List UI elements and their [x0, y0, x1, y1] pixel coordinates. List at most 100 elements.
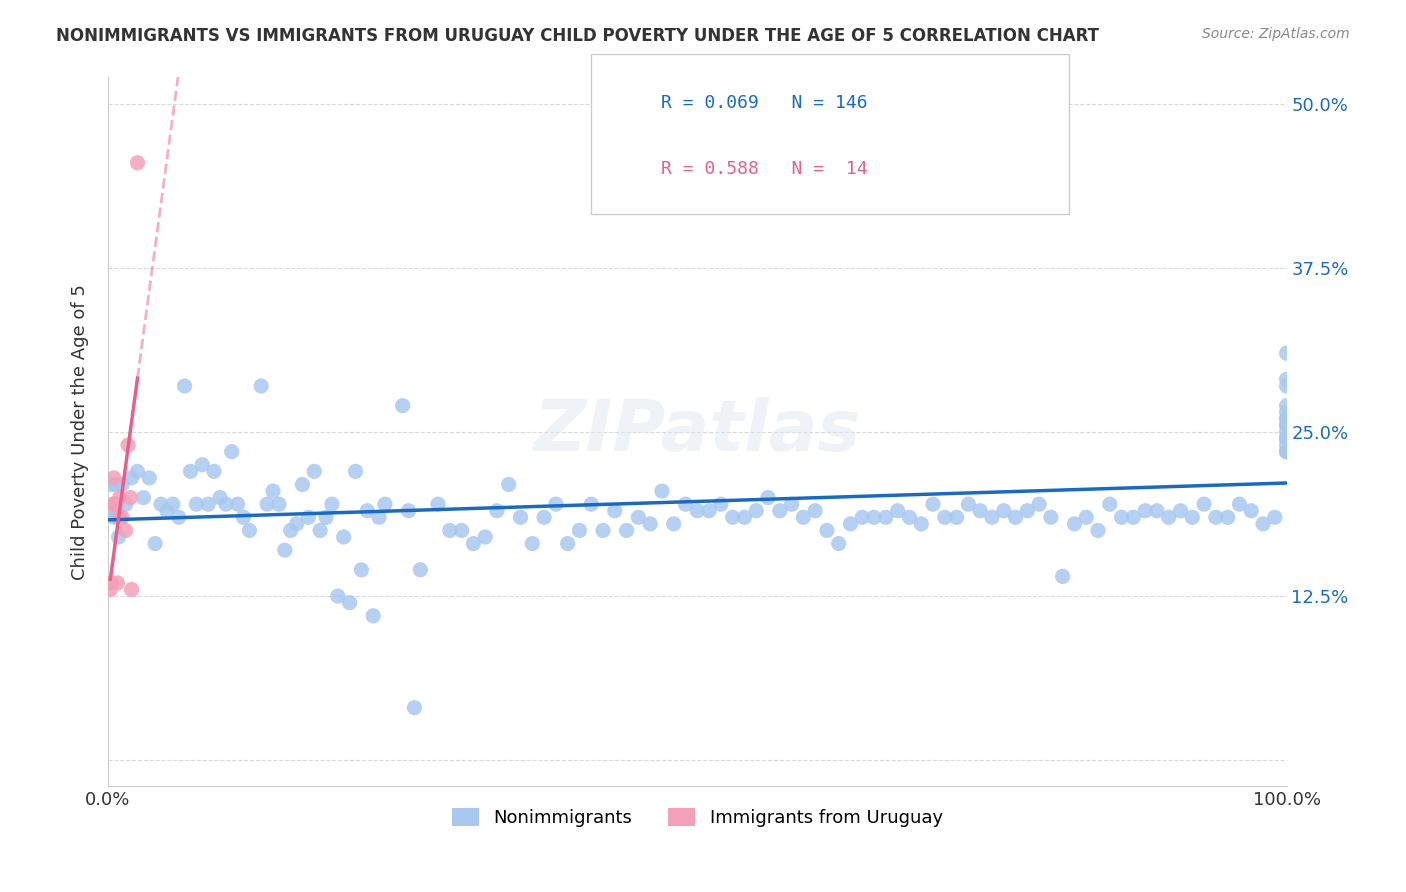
- Point: [114, 497, 136, 511]
- Point: [344, 464, 367, 478]
- Point: [291, 477, 314, 491]
- Point: [1157, 510, 1180, 524]
- Point: [100, 576, 122, 591]
- Point: [1275, 425, 1298, 439]
- Point: [104, 497, 127, 511]
- Point: [463, 536, 485, 550]
- Point: [167, 510, 190, 524]
- Point: [450, 524, 472, 538]
- Point: [101, 497, 124, 511]
- Point: [107, 504, 129, 518]
- Point: [863, 510, 886, 524]
- Point: [509, 510, 531, 524]
- Point: [250, 379, 273, 393]
- Point: [274, 543, 297, 558]
- Point: [111, 510, 134, 524]
- Point: [304, 464, 326, 478]
- Point: [804, 504, 827, 518]
- Point: [202, 464, 225, 478]
- Point: [350, 563, 373, 577]
- Point: [215, 497, 238, 511]
- Point: [280, 524, 302, 538]
- Point: [107, 530, 129, 544]
- Point: [104, 497, 127, 511]
- Point: [107, 510, 129, 524]
- Point: [398, 504, 420, 518]
- Point: [745, 504, 768, 518]
- Point: [156, 504, 179, 518]
- Point: [103, 510, 125, 524]
- Point: [1039, 510, 1062, 524]
- Point: [1275, 412, 1298, 426]
- Text: Source: ZipAtlas.com: Source: ZipAtlas.com: [1202, 27, 1350, 41]
- Point: [1264, 510, 1286, 524]
- Point: [179, 464, 201, 478]
- Point: [191, 458, 214, 472]
- Point: [262, 484, 284, 499]
- Point: [98, 582, 121, 597]
- Point: [121, 471, 143, 485]
- Y-axis label: Child Poverty Under the Age of 5: Child Poverty Under the Age of 5: [72, 284, 89, 580]
- Point: [603, 504, 626, 518]
- Point: [315, 510, 337, 524]
- Point: [356, 504, 378, 518]
- Point: [533, 510, 555, 524]
- Point: [474, 530, 496, 544]
- Point: [1275, 444, 1298, 458]
- Point: [1111, 510, 1133, 524]
- Point: [117, 438, 139, 452]
- Point: [898, 510, 921, 524]
- Point: [1275, 412, 1298, 426]
- Point: [792, 510, 814, 524]
- Point: [1205, 510, 1227, 524]
- Point: [756, 491, 779, 505]
- Point: [721, 510, 744, 524]
- Point: [121, 582, 143, 597]
- Text: ZIPatlas: ZIPatlas: [534, 398, 860, 467]
- Point: [105, 477, 128, 491]
- Text: NONIMMIGRANTS VS IMMIGRANTS FROM URUGUAY CHILD POVERTY UNDER THE AGE OF 5 CORREL: NONIMMIGRANTS VS IMMIGRANTS FROM URUGUAY…: [56, 27, 1099, 45]
- Point: [1275, 399, 1298, 413]
- Point: [267, 497, 290, 511]
- Point: [101, 504, 124, 518]
- Point: [1275, 432, 1298, 446]
- Point: [108, 491, 131, 505]
- Point: [256, 497, 278, 511]
- Point: [186, 497, 208, 511]
- Point: [1275, 418, 1298, 433]
- Point: [1229, 497, 1251, 511]
- Point: [522, 536, 544, 550]
- Point: [162, 497, 184, 511]
- Point: [1170, 504, 1192, 518]
- Point: [1275, 379, 1298, 393]
- Point: [143, 536, 166, 550]
- Point: [150, 497, 173, 511]
- Point: [780, 497, 803, 511]
- Point: [1087, 524, 1109, 538]
- Point: [651, 484, 673, 499]
- Point: [769, 504, 792, 518]
- Point: [332, 530, 354, 544]
- Point: [710, 497, 733, 511]
- Point: [934, 510, 956, 524]
- Point: [592, 524, 614, 538]
- Point: [851, 510, 873, 524]
- Point: [662, 516, 685, 531]
- Point: [361, 608, 384, 623]
- Point: [1004, 510, 1026, 524]
- Point: [1146, 504, 1168, 518]
- Point: [815, 524, 838, 538]
- Point: [339, 596, 361, 610]
- Point: [485, 504, 508, 518]
- Point: [309, 524, 332, 538]
- Point: [238, 524, 260, 538]
- Point: [638, 516, 661, 531]
- Point: [1275, 346, 1298, 360]
- Point: [1052, 569, 1074, 583]
- Point: [1181, 510, 1204, 524]
- Point: [886, 504, 908, 518]
- Point: [627, 510, 650, 524]
- Point: [221, 444, 243, 458]
- Point: [100, 477, 122, 491]
- Text: R = 0.069   N = 146: R = 0.069 N = 146: [661, 94, 868, 112]
